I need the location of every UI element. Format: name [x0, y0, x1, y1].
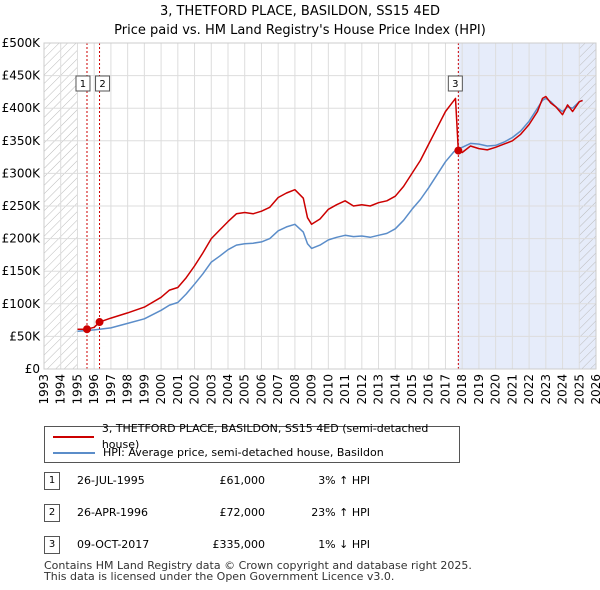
y-tick-label: £350K	[2, 134, 42, 148]
x-tick-label: 2016	[422, 374, 436, 405]
sale-point	[95, 318, 104, 327]
x-tick-label: 2011	[338, 374, 352, 405]
sale-marker-label: 2	[99, 79, 105, 90]
chart-title: 3, THETFORD PLACE, BASILDON, SS15 4ED Pr…	[0, 2, 600, 40]
footer-line-1: Contains HM Land Registry data © Crown c…	[44, 559, 472, 572]
legend-property-swatch	[53, 436, 94, 438]
x-tick-label: 2015	[405, 374, 419, 405]
x-tick-label: 2013	[372, 374, 386, 405]
sale-marker-badge	[75, 75, 91, 92]
x-tick-label: 2021	[505, 374, 519, 405]
y-tick-label: £200K	[2, 232, 42, 246]
sale-markers: 1 2 3	[75, 43, 463, 369]
sale-date: 09-OCT-2017	[77, 538, 150, 551]
x-tick-label: 2014	[388, 374, 402, 405]
y-tick-label: £500K	[2, 36, 42, 50]
sale-row: 1 26-JUL-1995 £61,000 3% ↑ HPI	[40, 472, 460, 492]
sale-number-badge: 1	[44, 472, 60, 490]
x-tick-label: 2026	[589, 374, 600, 405]
x-tick-label: 2009	[305, 374, 319, 405]
sale-date: 26-APR-1996	[77, 506, 149, 519]
legend-item-hpi: HPI: Average price, semi-detached house,…	[53, 445, 384, 461]
sale-marker-label: 1	[80, 79, 86, 90]
legend-hpi-swatch	[53, 452, 95, 454]
x-tick-label: 1993	[37, 374, 51, 405]
x-tick-label: 2007	[271, 374, 285, 405]
footer-line-2: This data is licensed under the Open Gov…	[44, 570, 395, 583]
x-tick-label: 2018	[455, 374, 469, 405]
sale-row: 3 09-OCT-2017 £335,000 1% ↓ HPI	[40, 536, 460, 556]
legend: 3, THETFORD PLACE, BASILDON, SS15 4ED (s…	[44, 422, 460, 463]
x-tick-label: 2017	[438, 374, 452, 405]
y-tick-label: £250K	[2, 199, 42, 213]
legend-hpi-label: HPI: Average price, semi-detached house,…	[103, 446, 384, 459]
y-tick-label: £150K	[2, 264, 42, 278]
y-tick-label: £300K	[2, 166, 42, 180]
x-tick-label: 1994	[54, 374, 68, 405]
y-tick-label: £450K	[2, 69, 42, 83]
x-tick-label: 2006	[254, 374, 268, 405]
sale-marker-badge	[95, 75, 111, 92]
sale-date: 26-JUL-1995	[77, 474, 145, 487]
x-tick-label: 2023	[539, 374, 553, 405]
legend-item-property: 3, THETFORD PLACE, BASILDON, SS15 4ED (s…	[53, 422, 459, 451]
y-tick-label: £0	[25, 362, 40, 376]
sale-hpi-change: 23% ↑ HPI	[311, 506, 370, 519]
sale-hpi-change: 1% ↓ HPI	[318, 538, 370, 551]
x-tick-label: 2005	[238, 374, 252, 405]
axes: £0 £50K £100K £150K £200K £250K £300K £350K £400…	[2, 36, 600, 405]
y-tick-label: £100K	[2, 297, 42, 311]
legend-property-label: 3, THETFORD PLACE, BASILDON, SS15 4ED (s…	[101, 422, 429, 451]
x-tick-label: 2024	[556, 374, 570, 405]
x-tick-label: 2025	[572, 374, 586, 405]
plot-border	[43, 42, 597, 370]
sale-price: £61,000	[219, 474, 266, 487]
x-tick-label: 1995	[70, 374, 84, 405]
hpi-line	[77, 97, 583, 332]
x-tick-label: 2000	[154, 374, 168, 405]
x-tick-label: 1999	[137, 374, 151, 405]
x-tick-label: 2010	[321, 374, 335, 405]
x-tick-label: 2019	[472, 374, 486, 405]
x-tick-label: 1997	[104, 374, 118, 405]
sale-point	[82, 325, 91, 334]
x-tick-label: 2001	[171, 374, 185, 405]
x-tick-label: 2012	[355, 374, 369, 405]
x-tick-label: 1996	[87, 374, 101, 405]
x-tick-label: 2020	[489, 374, 503, 405]
sale-price: £335,000	[212, 538, 266, 551]
y-tick-label: £400K	[2, 101, 42, 115]
x-tick-label: 2022	[522, 374, 536, 405]
sale-number-badge: 2	[44, 504, 60, 522]
x-tick-label: 1998	[121, 374, 135, 405]
footer-attribution: Contains HM Land Registry data © Crown c…	[44, 560, 472, 582]
x-tick-label: 2004	[221, 374, 235, 405]
sale-marker-label: 3	[452, 79, 458, 90]
y-tick-label: £50K	[9, 329, 41, 343]
series-layer	[77, 95, 583, 332]
sale-number-badge: 3	[44, 536, 60, 554]
x-tick-label: 2003	[204, 374, 218, 405]
sale-point	[454, 146, 463, 155]
chart-title-line-2: Price paid vs. HM Land Registry's House …	[114, 23, 486, 38]
chart-title-line-1: 3, THETFORD PLACE, BASILDON, SS15 4ED	[160, 4, 440, 19]
sale-price: £72,000	[219, 506, 266, 519]
price-chart: 1 2 3 £0 £50K £100K £150K £200K £250K £300K £350K…	[2, 36, 600, 405]
sale-row: 2 26-APR-1996 £72,000 23% ↑ HPI	[40, 504, 460, 524]
sale-marker-badge	[447, 75, 463, 92]
x-tick-label: 2008	[288, 374, 302, 405]
x-tick-label: 2002	[188, 374, 202, 405]
property-price-line	[77, 95, 583, 330]
sale-hpi-change: 3% ↑ HPI	[318, 474, 370, 487]
